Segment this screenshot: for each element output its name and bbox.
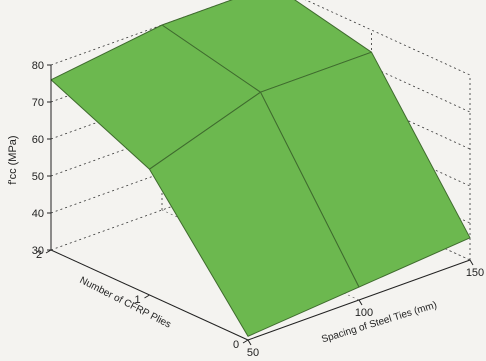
y-tick-mark — [45, 249, 52, 254]
x-tick-label: 100 — [355, 307, 373, 319]
z-tick-label: 50 — [32, 171, 44, 183]
y-axis: 0 1 2 — [36, 249, 249, 351]
y-tick-mark — [242, 339, 249, 344]
y-axis-label: Number of CFRP Plies — [78, 275, 173, 331]
y-tick-mark — [144, 294, 150, 299]
z-tick-label: 40 — [32, 208, 44, 220]
x-tick-mark — [469, 259, 474, 266]
z-tick-label: 80 — [32, 60, 44, 72]
x-tick-mark — [247, 339, 252, 346]
x-axis: 50 100 150 — [247, 259, 484, 359]
x-tick-label: 50 — [247, 347, 259, 356]
surface-patch-0-0 — [149, 91, 360, 337]
z-tick-label: 60 — [32, 134, 44, 146]
y-tick-label: 0 — [233, 339, 239, 351]
x-tick-mark — [358, 299, 363, 306]
z-tick-label: 30 — [32, 245, 44, 257]
z-tick-label: 70 — [32, 97, 44, 109]
z-axis-label: f'cc (MPa) — [7, 135, 19, 184]
grid-line-z-80 — [50, 0, 471, 76]
y-tick-label: 1 — [134, 294, 140, 306]
y-tick-label: 2 — [36, 249, 42, 261]
x-tick-label: 150 — [466, 267, 484, 279]
x-axis-label: Spacing of Steel Ties (mm) — [320, 300, 438, 346]
surface-mesh — [50, 0, 471, 337]
z-axis: 30 40 50 60 70 80 — [32, 60, 52, 257]
